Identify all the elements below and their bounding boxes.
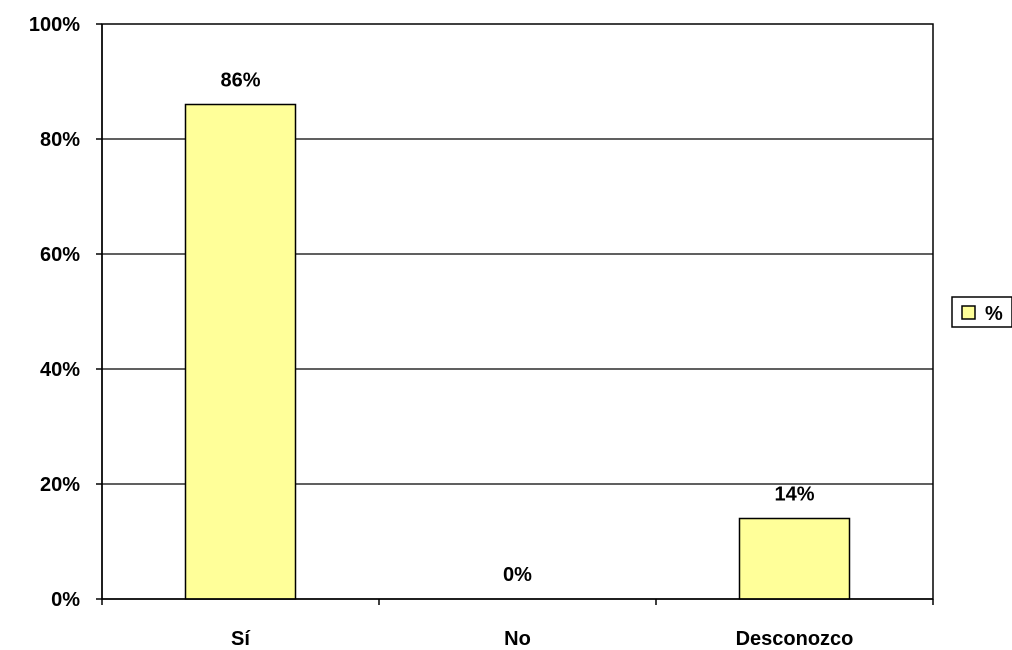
bar — [184, 103, 297, 600]
y-tick-label: 20% — [40, 474, 80, 496]
y-tick-label: 0% — [51, 589, 80, 611]
x-tick-label: No — [504, 628, 531, 650]
legend-swatch — [961, 305, 976, 320]
legend-label: % — [985, 303, 1003, 325]
data-labels: 86% 0% 14% — [220, 70, 814, 587]
x-axis-ticks: Sí No Desconozco — [101, 599, 934, 650]
axes — [101, 24, 933, 600]
x-tick-label: Desconozco — [736, 628, 854, 650]
data-label: 86% — [220, 70, 260, 92]
data-label: 0% — [503, 564, 532, 586]
y-tick-label: 100% — [29, 14, 80, 36]
data-label: 14% — [774, 484, 814, 506]
y-axis-ticks: 0% 20% 40% 60% 80% 100% — [29, 14, 102, 611]
y-tick-label: 80% — [40, 129, 80, 151]
y-tick-label: 60% — [40, 244, 80, 266]
bar — [738, 517, 851, 600]
y-tick-label: 40% — [40, 359, 80, 381]
x-tick-label: Sí — [231, 628, 251, 650]
legend: % — [951, 296, 1012, 328]
legend-box — [951, 296, 1012, 328]
